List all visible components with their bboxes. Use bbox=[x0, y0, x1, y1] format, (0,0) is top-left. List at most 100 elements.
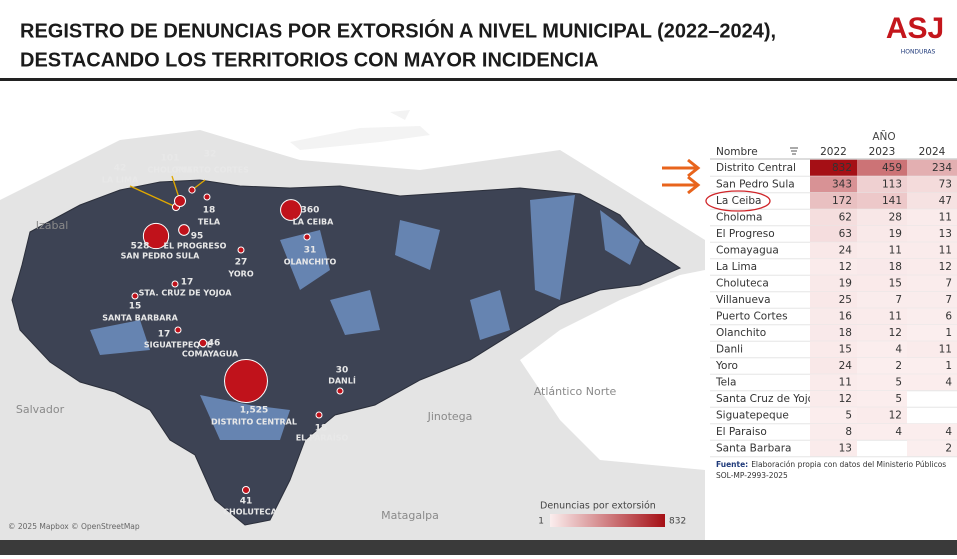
cell-value: 4 bbox=[895, 426, 902, 438]
cell bbox=[907, 308, 957, 325]
cell bbox=[810, 258, 857, 276]
footer-bar bbox=[0, 540, 957, 555]
cell-value: 13 bbox=[839, 443, 852, 455]
cell-value: 15 bbox=[889, 278, 902, 290]
logo-sub: HONDURAS bbox=[901, 49, 936, 56]
cell-value: 18 bbox=[889, 261, 902, 273]
cell bbox=[907, 341, 957, 358]
cell-value: 47 bbox=[939, 195, 952, 207]
cell bbox=[907, 159, 957, 177]
bubble-value: 360 bbox=[301, 206, 320, 216]
cell-value: 234 bbox=[932, 162, 952, 174]
cell-value: 7 bbox=[895, 294, 902, 306]
column-header: Nombre bbox=[716, 146, 758, 158]
cell bbox=[907, 374, 957, 391]
cell bbox=[857, 390, 907, 408]
bubble bbox=[315, 411, 323, 419]
honduras bbox=[11, 179, 682, 526]
row-name: Choloma bbox=[716, 212, 762, 224]
cell-value: 11 bbox=[939, 344, 952, 356]
bubble-value: 41 bbox=[240, 497, 253, 507]
cell bbox=[810, 209, 857, 226]
cell bbox=[907, 291, 957, 309]
cell bbox=[857, 291, 907, 309]
bubble-name: LA LIMA bbox=[102, 176, 139, 185]
bubble-value: 15 bbox=[129, 302, 142, 312]
cell bbox=[907, 275, 957, 292]
legend-gradient bbox=[550, 514, 665, 527]
cell bbox=[810, 341, 857, 358]
divider bbox=[0, 78, 957, 81]
bubble bbox=[280, 199, 302, 221]
row-name: Yoro bbox=[715, 360, 738, 372]
title: REGISTRO DE DENUNCIAS POR EXTORSIÓN A NI… bbox=[20, 18, 776, 42]
bubble-value: 17 bbox=[158, 330, 171, 340]
cell bbox=[857, 275, 907, 292]
bubble-value: 42 bbox=[114, 164, 127, 174]
bubble-name: LA CEIBA bbox=[293, 218, 334, 227]
bubble-value: 30 bbox=[336, 366, 349, 376]
bubble bbox=[142, 222, 170, 250]
cell-value: 13 bbox=[939, 228, 952, 240]
cell bbox=[810, 192, 857, 210]
sea bbox=[520, 270, 705, 470]
column-header: 2023 bbox=[869, 146, 896, 158]
bubble-name: PUERTO CORTES bbox=[175, 166, 249, 175]
bubble-value: 27 bbox=[235, 258, 248, 268]
column-header: 2024 bbox=[919, 146, 946, 158]
cell-value: 4 bbox=[945, 377, 952, 389]
row-name: Santa Barbara bbox=[716, 443, 791, 455]
row-name: El Paraiso bbox=[716, 426, 767, 438]
bubble-name: SANTA BARBARA bbox=[102, 314, 178, 323]
cell bbox=[907, 357, 957, 375]
cell bbox=[810, 357, 857, 375]
cell-value: 24 bbox=[839, 360, 853, 372]
bubble bbox=[241, 485, 251, 495]
bubble-value: 18 bbox=[315, 424, 328, 434]
bubble-name: CHOLOMA bbox=[147, 166, 193, 175]
cell bbox=[857, 159, 907, 177]
cell-value: 7 bbox=[945, 278, 952, 290]
bubble-name: OLANCHITO bbox=[284, 258, 337, 267]
bubble-name: SAN PEDRO SULA bbox=[121, 252, 201, 261]
cell-value: 1 bbox=[945, 327, 952, 339]
bubble bbox=[198, 338, 208, 348]
cell bbox=[810, 390, 857, 408]
row-name: Villanueva bbox=[716, 294, 771, 306]
cell-value: 2 bbox=[895, 360, 902, 372]
cell-value: 2 bbox=[945, 443, 952, 455]
bubble bbox=[224, 359, 268, 403]
cell bbox=[810, 225, 857, 243]
bubble bbox=[203, 193, 211, 201]
cell bbox=[857, 242, 907, 259]
row-name: Puerto Cortes bbox=[716, 311, 788, 323]
cell bbox=[907, 225, 957, 243]
bubble bbox=[188, 186, 196, 194]
cell bbox=[907, 423, 957, 441]
bubble-value: 1,525 bbox=[240, 406, 268, 416]
legend-title: Denuncias por extorsión bbox=[540, 501, 656, 512]
cell-value: 141 bbox=[882, 195, 902, 207]
cell bbox=[810, 242, 857, 259]
bubble-value: 31 bbox=[304, 246, 317, 256]
cell bbox=[810, 159, 857, 177]
legend-max: 832 bbox=[669, 517, 686, 527]
map-markers: Izabal Salvador Atlántico Norte Jinotega Mat… bbox=[16, 150, 617, 523]
source: Fuente: Elaboración propia con datos del … bbox=[716, 460, 946, 469]
place-label: Jinotega bbox=[427, 410, 473, 423]
column-header: 2022 bbox=[820, 146, 847, 158]
cell-value: 113 bbox=[882, 179, 902, 191]
cell-value: 73 bbox=[939, 179, 952, 191]
cell bbox=[810, 176, 857, 193]
table: Nombre 2022 2023 2024 Distrito Central 832 459… bbox=[710, 146, 957, 458]
sort-icon bbox=[790, 147, 798, 155]
cell bbox=[810, 423, 857, 441]
bubble bbox=[237, 246, 245, 254]
cell bbox=[857, 258, 907, 276]
cell bbox=[907, 209, 957, 226]
cell-value: 459 bbox=[882, 162, 902, 174]
source-text: Elaboración propia con datos del Ministe… bbox=[751, 460, 946, 469]
cell bbox=[857, 423, 907, 441]
bubble-value: 528 bbox=[131, 242, 150, 252]
